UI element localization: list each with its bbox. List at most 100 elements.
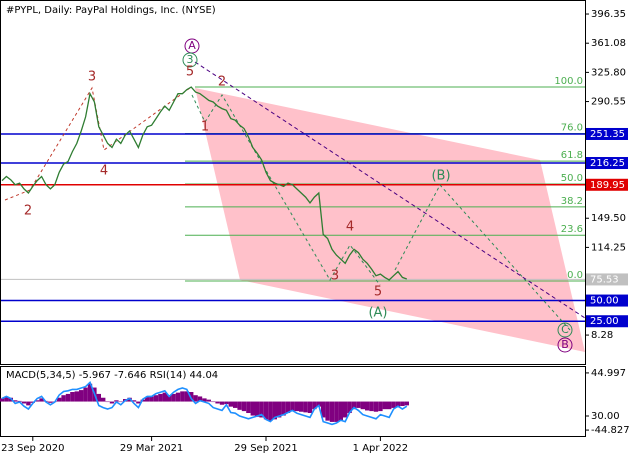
fib-label: 38.2 (561, 196, 583, 207)
macd-bar (321, 401, 326, 418)
macd-bar (13, 400, 18, 402)
macd-bar (175, 392, 181, 402)
macd-bar (294, 401, 299, 412)
level-box (586, 315, 628, 328)
macd-bar (83, 387, 88, 402)
level-label: 25.00 (590, 316, 619, 327)
macd-bar (21, 401, 27, 404)
fib-label: 76.0 (561, 123, 583, 134)
macd-bar (395, 401, 401, 407)
level-box (586, 157, 628, 170)
macd-bar (202, 398, 207, 402)
wave-label: 3 (187, 53, 194, 66)
macd-bar (277, 401, 282, 418)
level-box (586, 127, 628, 140)
macd-bar (96, 393, 101, 402)
macd-bar (307, 401, 313, 414)
macd-bar (158, 393, 163, 402)
wave-label: 4 (346, 220, 354, 235)
fib-label: 50.0 (561, 173, 583, 184)
macd-bar (369, 401, 374, 412)
level-box (586, 178, 628, 191)
macd-bar (87, 383, 93, 402)
wave-label: 2 (218, 75, 226, 90)
wave-circle (557, 322, 573, 338)
macd-bar (365, 401, 370, 411)
macd-bar (215, 401, 220, 404)
wave-dashes (4, 86, 191, 201)
macd-bar (149, 396, 154, 402)
macd-bar (57, 397, 62, 402)
wave-label: A (188, 39, 196, 52)
fib-label: 100.0 (554, 76, 583, 87)
macd-bar (263, 401, 269, 420)
macd-bar (79, 390, 84, 402)
macd-bar (356, 401, 361, 408)
macd-bar (162, 392, 167, 402)
y-tick-label: 114.25 (591, 242, 626, 253)
indicator-title: MACD(5,34,5) -5.967 -7.646 RSI(14) 44.04 (6, 370, 218, 381)
level-box (586, 273, 628, 286)
macd-bar (325, 401, 330, 421)
x-tick-label: 1 Apr 2022 (353, 443, 408, 454)
macd-bar (351, 401, 357, 410)
macd-bar (268, 401, 273, 421)
macd-bar (285, 401, 291, 414)
macd-bar (329, 401, 335, 422)
wave-label: B (561, 338, 569, 351)
macd-bar (131, 400, 137, 402)
macd-bar (171, 393, 176, 402)
macd-bar (118, 401, 123, 403)
y-tick-label: 290.55 (591, 97, 626, 108)
fib-label: 61.8 (561, 150, 583, 161)
macd-bar (281, 401, 286, 416)
wave-label: 5 (374, 285, 382, 300)
macd-bar (30, 401, 35, 403)
macd-bar (378, 401, 383, 412)
macd-bar (0, 398, 5, 402)
wave-label: 3 (331, 269, 339, 284)
macd-bar (373, 401, 379, 412)
macd-bar (39, 398, 44, 402)
wave-label: (B) (431, 169, 450, 184)
grid-layer: 100.0 76.0 61.8 50.0 38.2 23.6 0.0 (0, 13, 589, 336)
level-label: 216.25 (590, 158, 625, 169)
macd-bar (290, 401, 295, 412)
y2-tick-label: 30.00 (591, 411, 620, 422)
macd-bar (74, 391, 79, 402)
macd-bar (233, 401, 238, 408)
level-label: 251.35 (590, 129, 625, 140)
macd-bar (272, 401, 277, 420)
x-tick-label: 23 Sep 2020 (1, 443, 64, 454)
wave-label: C (561, 323, 569, 336)
macd-bar (312, 401, 317, 410)
level-label: 189.95 (590, 180, 625, 191)
fib-label: 23.6 (561, 224, 583, 235)
trend-dashes (194, 61, 586, 319)
level-label: 75.53 (590, 274, 619, 285)
macd-bar (228, 401, 233, 407)
wave-label: 2 (24, 204, 32, 219)
wave-circle (557, 337, 573, 353)
macd-bar (48, 401, 53, 403)
y-tick-label: 361.08 (591, 38, 626, 49)
macd-bar (65, 393, 71, 402)
macd-bar (70, 392, 75, 402)
wave-label: 5 (186, 65, 194, 80)
macd-bar (338, 401, 343, 421)
macd-bar (145, 397, 150, 402)
macd-bar (153, 395, 159, 402)
macd-bar (193, 395, 198, 402)
macd-bar (360, 401, 365, 410)
level-label: 50.00 (590, 296, 619, 307)
y-tick-label: 8.28 (591, 330, 613, 341)
macd-bar (303, 401, 308, 413)
marks-layer (1, 86, 408, 281)
chart-title: #PYPL, Daily: PayPal Holdings, Inc. (NYS… (6, 5, 216, 16)
macd-bar (400, 401, 405, 407)
macd-bar (184, 391, 189, 402)
wave-label: 3 (88, 70, 96, 85)
macd-bar (4, 396, 9, 402)
macd-bar (61, 395, 66, 402)
wave-circle (182, 52, 198, 68)
